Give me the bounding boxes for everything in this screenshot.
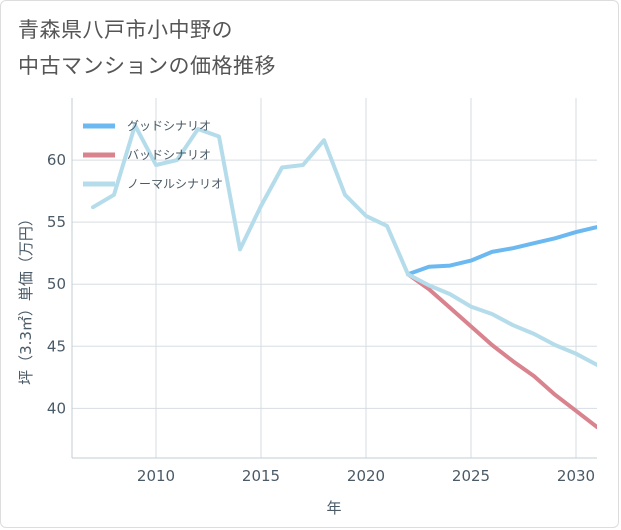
legend-label-2: ノーマルシナリオ [127, 177, 223, 191]
x-tick-label: 2030 [557, 467, 595, 485]
y-tick-label: 45 [47, 337, 66, 355]
x-tick-label: 2015 [242, 467, 280, 485]
x-tick-label: 2010 [137, 467, 175, 485]
y-tick-label: 40 [47, 399, 66, 417]
x-tick-label: 2025 [452, 467, 490, 485]
legend-label-1: バッドシナリオ [127, 148, 211, 162]
series-line-0 [406, 225, 597, 277]
y-tick-label: 60 [47, 151, 66, 169]
y-tick-label: 50 [47, 275, 66, 293]
tick-labels: 2010 2015 2020 2025 2030 40 45 50 55 60 [47, 151, 595, 485]
legend-label-0: グッドシナリオ [127, 119, 211, 133]
y-axis-label: 坪（3.3㎡）単価（万円） [17, 211, 35, 385]
grid [72, 98, 597, 458]
series-lines [91, 123, 597, 429]
chart-title-line-2: 中古マンションの価格推移 [18, 54, 276, 78]
axes [71, 98, 597, 459]
x-axis-label: 年 [326, 499, 341, 517]
chart-title: 青森県八戸市小中野の 中古マンションの価格推移 [18, 12, 276, 84]
chart-title-line-1: 青森県八戸市小中野の [18, 18, 233, 42]
y-tick-label: 55 [47, 213, 66, 231]
x-tick-label: 2020 [347, 467, 385, 485]
series-line-1 [406, 272, 597, 429]
series-line-2 [91, 123, 597, 367]
